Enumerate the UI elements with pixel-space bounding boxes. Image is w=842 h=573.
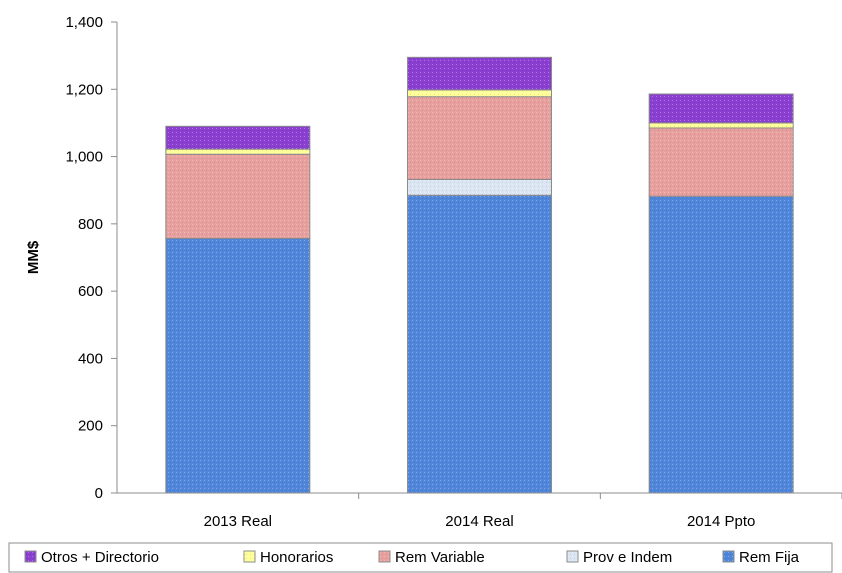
bar-texture-1-2 — [407, 96, 552, 180]
bar-texture-2-0 — [649, 196, 794, 493]
y-tick-label: 800 — [78, 216, 103, 233]
bar-texture-0-3 — [165, 149, 310, 155]
bar-texture-2-2 — [649, 127, 794, 197]
bar-texture-1-4 — [407, 57, 552, 90]
x-tick-label: 2014 Real — [445, 513, 513, 530]
legend-label: Rem Fija — [739, 549, 800, 566]
y-tick-label: 400 — [78, 350, 103, 367]
legend-swatch-texture — [25, 551, 36, 562]
bar-texture-0-4 — [165, 126, 310, 150]
bar-texture-0-0 — [165, 238, 310, 493]
y-tick-label: 200 — [78, 418, 103, 435]
bar-texture-1-1 — [407, 179, 552, 196]
y-tick-label: 1,400 — [65, 14, 103, 31]
bar-texture-1-0 — [407, 195, 552, 493]
bar-texture-2-3 — [649, 122, 794, 128]
legend-label: Otros + Directorio — [41, 549, 159, 566]
legend-swatch-texture — [244, 551, 255, 562]
legend-box — [8, 542, 833, 573]
y-tick-label: 1,000 — [65, 149, 103, 166]
x-tick-label: 2013 Real — [204, 513, 272, 530]
legend-swatch-texture — [723, 551, 734, 562]
y-tick-label: 600 — [78, 283, 103, 300]
bar-texture-1-3 — [407, 89, 552, 97]
legend-label: Prov e Indem — [583, 549, 672, 566]
x-tick-label: 2014 Ppto — [687, 513, 755, 530]
bars-layer — [165, 56, 794, 494]
legend-label: Honorarios — [260, 549, 333, 566]
y-axis-title: MM$ — [25, 240, 42, 274]
legend-label: Rem Variable — [395, 549, 485, 566]
y-tick-label: 1,200 — [65, 81, 103, 98]
bar-texture-2-4 — [649, 93, 794, 123]
bar-texture-0-2 — [165, 154, 310, 239]
legend-swatch-texture — [379, 551, 390, 562]
legend: Otros + Directorio Honorarios Rem Variable… — [8, 542, 833, 573]
axis-layer: 2013 Real 2014 Real 2014 Ppto 0 200 400 600 800… — [25, 14, 842, 530]
legend-swatch-texture — [567, 551, 578, 562]
y-tick-label: 0 — [95, 485, 103, 502]
